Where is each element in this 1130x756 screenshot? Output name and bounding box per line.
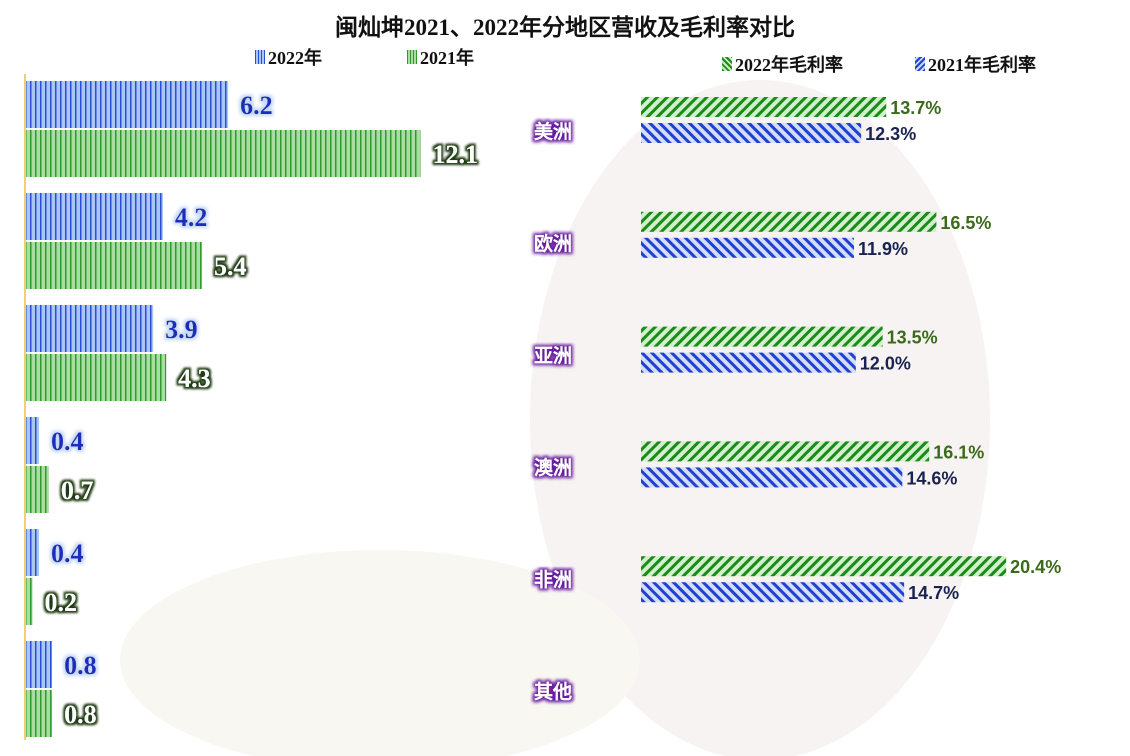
legend-item-2022-margin: 2022年毛利率	[722, 51, 843, 77]
margin-bar-2021	[641, 237, 855, 258]
legend-swatch-icon	[722, 57, 732, 71]
data-label: 4.2	[175, 203, 208, 232]
category-label: 非洲	[534, 569, 572, 591]
chart-title: 闽灿坤2021、2022年分地区营收及毛利率对比	[335, 15, 795, 40]
margin-data-label: 20.4%	[1010, 557, 1061, 577]
margin-data-label: 13.5%	[887, 328, 938, 348]
background-photo-fruit	[120, 550, 640, 756]
category-label: 美洲	[534, 120, 572, 143]
legend-swatch-icon	[255, 50, 265, 64]
bar-2022	[26, 417, 40, 464]
category-label: 亚洲	[534, 345, 572, 367]
margin-data-label: 16.5%	[940, 213, 991, 233]
legend-item-2021-margin: 2021年毛利率	[915, 51, 1036, 77]
data-label: 0.8	[64, 651, 97, 680]
margin-bar-2021	[641, 467, 903, 488]
data-label: 0.4	[51, 539, 84, 568]
margin-data-label: 16.1%	[933, 442, 984, 462]
data-label: 0.2	[45, 588, 78, 617]
margin-bar-2022	[641, 441, 930, 462]
margin-data-label: 11.9%	[858, 239, 908, 259]
bar-2021	[26, 466, 49, 513]
legend-item-2022: 2022年	[255, 44, 322, 70]
category-label: 欧洲	[534, 232, 572, 255]
margin-data-label: 14.7%	[908, 583, 959, 603]
margin-bar-2021	[641, 352, 856, 373]
bar-2022	[26, 193, 163, 240]
legend-item-2021: 2021年	[407, 44, 474, 70]
bar-2021	[26, 354, 167, 401]
margin-bar-2022	[641, 97, 887, 117]
category-label: 其他	[534, 680, 572, 703]
margin-bar-2022	[641, 556, 1007, 577]
data-label: 0.8	[64, 700, 97, 729]
bar-2022	[26, 529, 40, 576]
data-label: 12.1	[432, 140, 478, 169]
margin-data-label: 12.3%	[865, 124, 916, 144]
bar-2021	[26, 578, 33, 625]
margin-bar-2021	[641, 123, 862, 143]
bar-2021	[26, 242, 203, 289]
margin-bar-2022	[641, 326, 883, 347]
margin-bar-2022	[641, 211, 937, 232]
data-label: 6.2	[240, 91, 273, 120]
bar-2022	[26, 305, 154, 352]
data-label: 5.4	[214, 252, 247, 281]
legend-swatch-icon	[915, 57, 925, 71]
margin-data-label: 12.0%	[860, 354, 911, 374]
bar-2021	[26, 130, 421, 177]
bar-2022	[26, 641, 53, 688]
margin-data-label: 13.7%	[890, 98, 941, 118]
data-label: 3.9	[165, 315, 198, 344]
bar-2021	[26, 690, 53, 737]
category-label: 澳洲	[534, 456, 572, 479]
legend-swatch-icon	[407, 50, 417, 64]
data-label: 4.3	[178, 364, 211, 393]
margin-bar-2021	[641, 582, 905, 603]
data-label: 0.4	[51, 427, 84, 456]
data-label: 0.7	[61, 476, 94, 505]
margin-data-label: 14.6%	[906, 468, 957, 488]
bar-2022	[26, 81, 229, 128]
